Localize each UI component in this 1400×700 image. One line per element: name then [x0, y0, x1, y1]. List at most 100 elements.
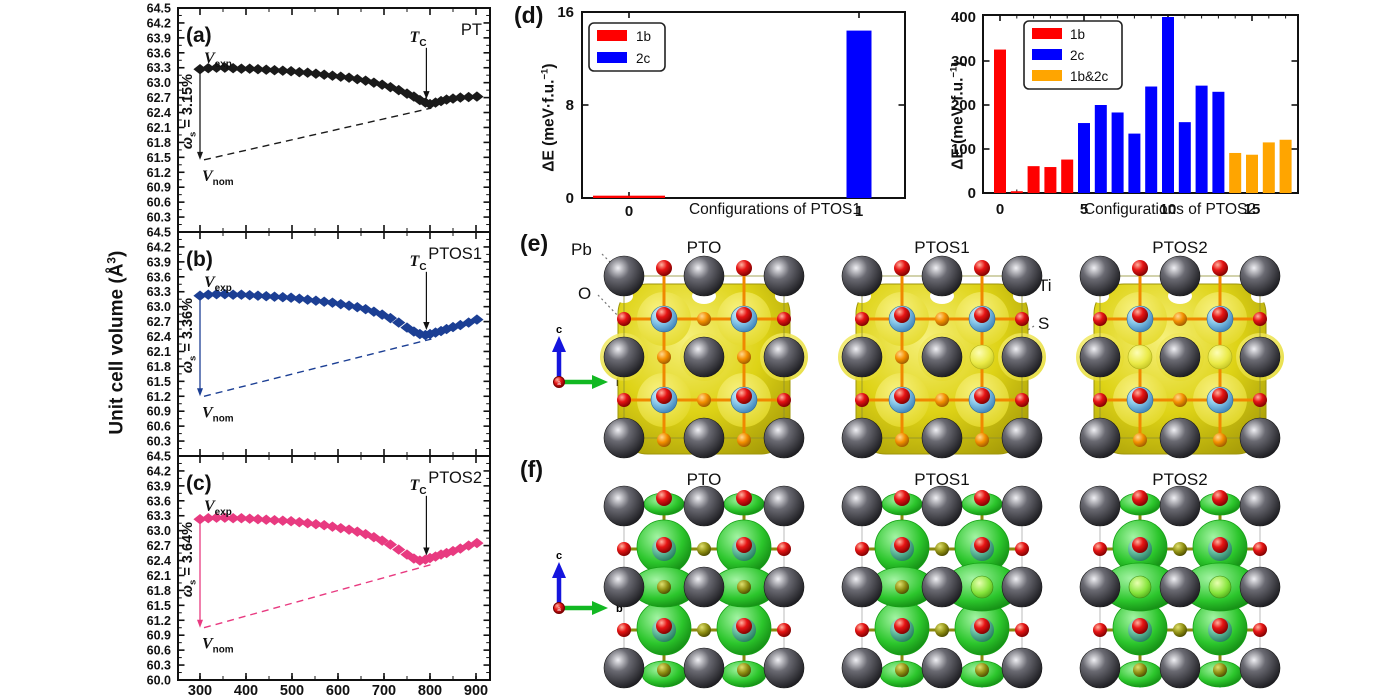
bar-1b&2c — [1262, 142, 1275, 193]
data-point — [267, 515, 282, 526]
svg-text:300: 300 — [951, 53, 976, 70]
atom-sphere — [736, 537, 752, 553]
svg-text:PTOS1: PTOS1 — [428, 245, 482, 263]
atom-sphere — [974, 537, 990, 553]
data-point — [309, 295, 323, 306]
atom-sphere — [841, 255, 883, 297]
atom-sphere — [974, 260, 990, 276]
atom-sphere — [974, 618, 990, 634]
atom-sphere — [855, 393, 869, 407]
svg-text:60.0: 60.0 — [147, 674, 171, 688]
data-point — [334, 522, 348, 534]
atom-sphere — [894, 307, 910, 323]
data-point — [434, 95, 448, 107]
data-point — [392, 84, 406, 96]
svg-text:PT: PT — [461, 21, 482, 39]
atom-sphere — [841, 485, 883, 527]
svg-text:1b: 1b — [1070, 27, 1085, 42]
atom-sphere — [1127, 344, 1153, 370]
data-point — [251, 64, 265, 75]
atom-sphere — [763, 566, 805, 608]
atom-sphere — [1015, 393, 1029, 407]
atom-sphere — [1001, 485, 1043, 527]
atom-sphere — [683, 255, 725, 297]
atom-sphere — [657, 663, 671, 677]
atom-sphere — [1159, 417, 1201, 459]
svg-text:62.1: 62.1 — [147, 345, 171, 359]
data-point — [234, 289, 248, 300]
atom-sphere — [1132, 388, 1148, 404]
atom-sphere — [763, 647, 805, 689]
data-point — [193, 64, 207, 75]
svg-text:64.5: 64.5 — [147, 226, 171, 240]
svg-text:63.3: 63.3 — [147, 509, 171, 523]
atom-sphere — [617, 393, 631, 407]
svg-text:0: 0 — [625, 203, 633, 220]
svg-text:(b): (b) — [186, 248, 213, 271]
svg-text:63.3: 63.3 — [147, 285, 171, 299]
atom-sphere — [1079, 336, 1121, 378]
atom-sphere — [855, 623, 869, 637]
atom-sphere — [1239, 417, 1281, 459]
svg-text:63.6: 63.6 — [147, 46, 171, 60]
atom-sphere — [895, 580, 909, 594]
svg-text:5: 5 — [1080, 201, 1088, 218]
data-point — [453, 92, 467, 103]
b-axis-arrowhead — [592, 601, 608, 615]
atom-sphere — [617, 542, 631, 556]
a-axis-dot — [553, 376, 565, 388]
atom-sphere — [1173, 542, 1187, 556]
atom-sphere — [1132, 260, 1148, 276]
atom-sphere — [736, 307, 752, 323]
data-point — [383, 539, 398, 550]
o-atom-label: O — [578, 284, 592, 303]
crystal-structure — [838, 255, 1046, 459]
bar-right-y-axis-title: ΔE (meV·f.u.−1) — [948, 61, 967, 170]
panel-f-title-ptos2: PTOS2 — [1152, 470, 1208, 489]
bar-1b — [1027, 166, 1040, 193]
svg-text:900: 900 — [464, 683, 488, 699]
svg-text:61.2: 61.2 — [147, 390, 171, 404]
svg-text:64.5: 64.5 — [147, 2, 171, 16]
bar-2c — [1162, 17, 1174, 193]
atom-sphere — [1132, 537, 1148, 553]
structure-elf-pto — [600, 255, 808, 459]
svg-text:62.1: 62.1 — [147, 121, 171, 135]
panel-d-letter: (d) — [514, 2, 544, 28]
atom-sphere — [921, 485, 963, 527]
atom-sphere — [1207, 344, 1233, 370]
atom-sphere — [855, 312, 869, 326]
svg-text:64.2: 64.2 — [147, 16, 171, 30]
crystal-structure — [603, 485, 805, 689]
data-point — [209, 62, 224, 73]
atom-sphere — [1239, 566, 1281, 608]
data-point — [243, 513, 257, 524]
atom-sphere — [974, 388, 990, 404]
data-point — [276, 515, 290, 526]
atom-sphere — [894, 260, 910, 276]
bar-2c — [1195, 85, 1208, 193]
atom-sphere — [656, 307, 672, 323]
c-axis-label: c — [556, 550, 562, 562]
atom-sphere — [1001, 647, 1043, 689]
svg-text:TC: TC — [410, 477, 427, 497]
atom-sphere — [895, 663, 909, 677]
pb-atom-label: Pb — [571, 240, 592, 259]
svg-text:100: 100 — [951, 141, 976, 158]
atom-sphere — [1015, 312, 1029, 326]
bar-1b — [1061, 159, 1074, 193]
legend-swatch — [597, 30, 627, 41]
svg-text:61.5: 61.5 — [147, 375, 171, 389]
svg-text:Vnom: Vnom — [202, 636, 234, 656]
atom-sphere — [683, 417, 725, 459]
atom-sphere — [1159, 485, 1201, 527]
atom-sphere — [603, 485, 645, 527]
atom-sphere — [1239, 485, 1281, 527]
atom-sphere — [975, 433, 989, 447]
svg-text:62.4: 62.4 — [147, 554, 171, 568]
atom-sphere — [603, 417, 645, 459]
data-point — [301, 294, 315, 305]
atom-sphere — [1132, 490, 1148, 506]
svg-text:ωs = 3.36%: ωs = 3.36% — [180, 298, 199, 373]
data-point — [342, 524, 356, 535]
